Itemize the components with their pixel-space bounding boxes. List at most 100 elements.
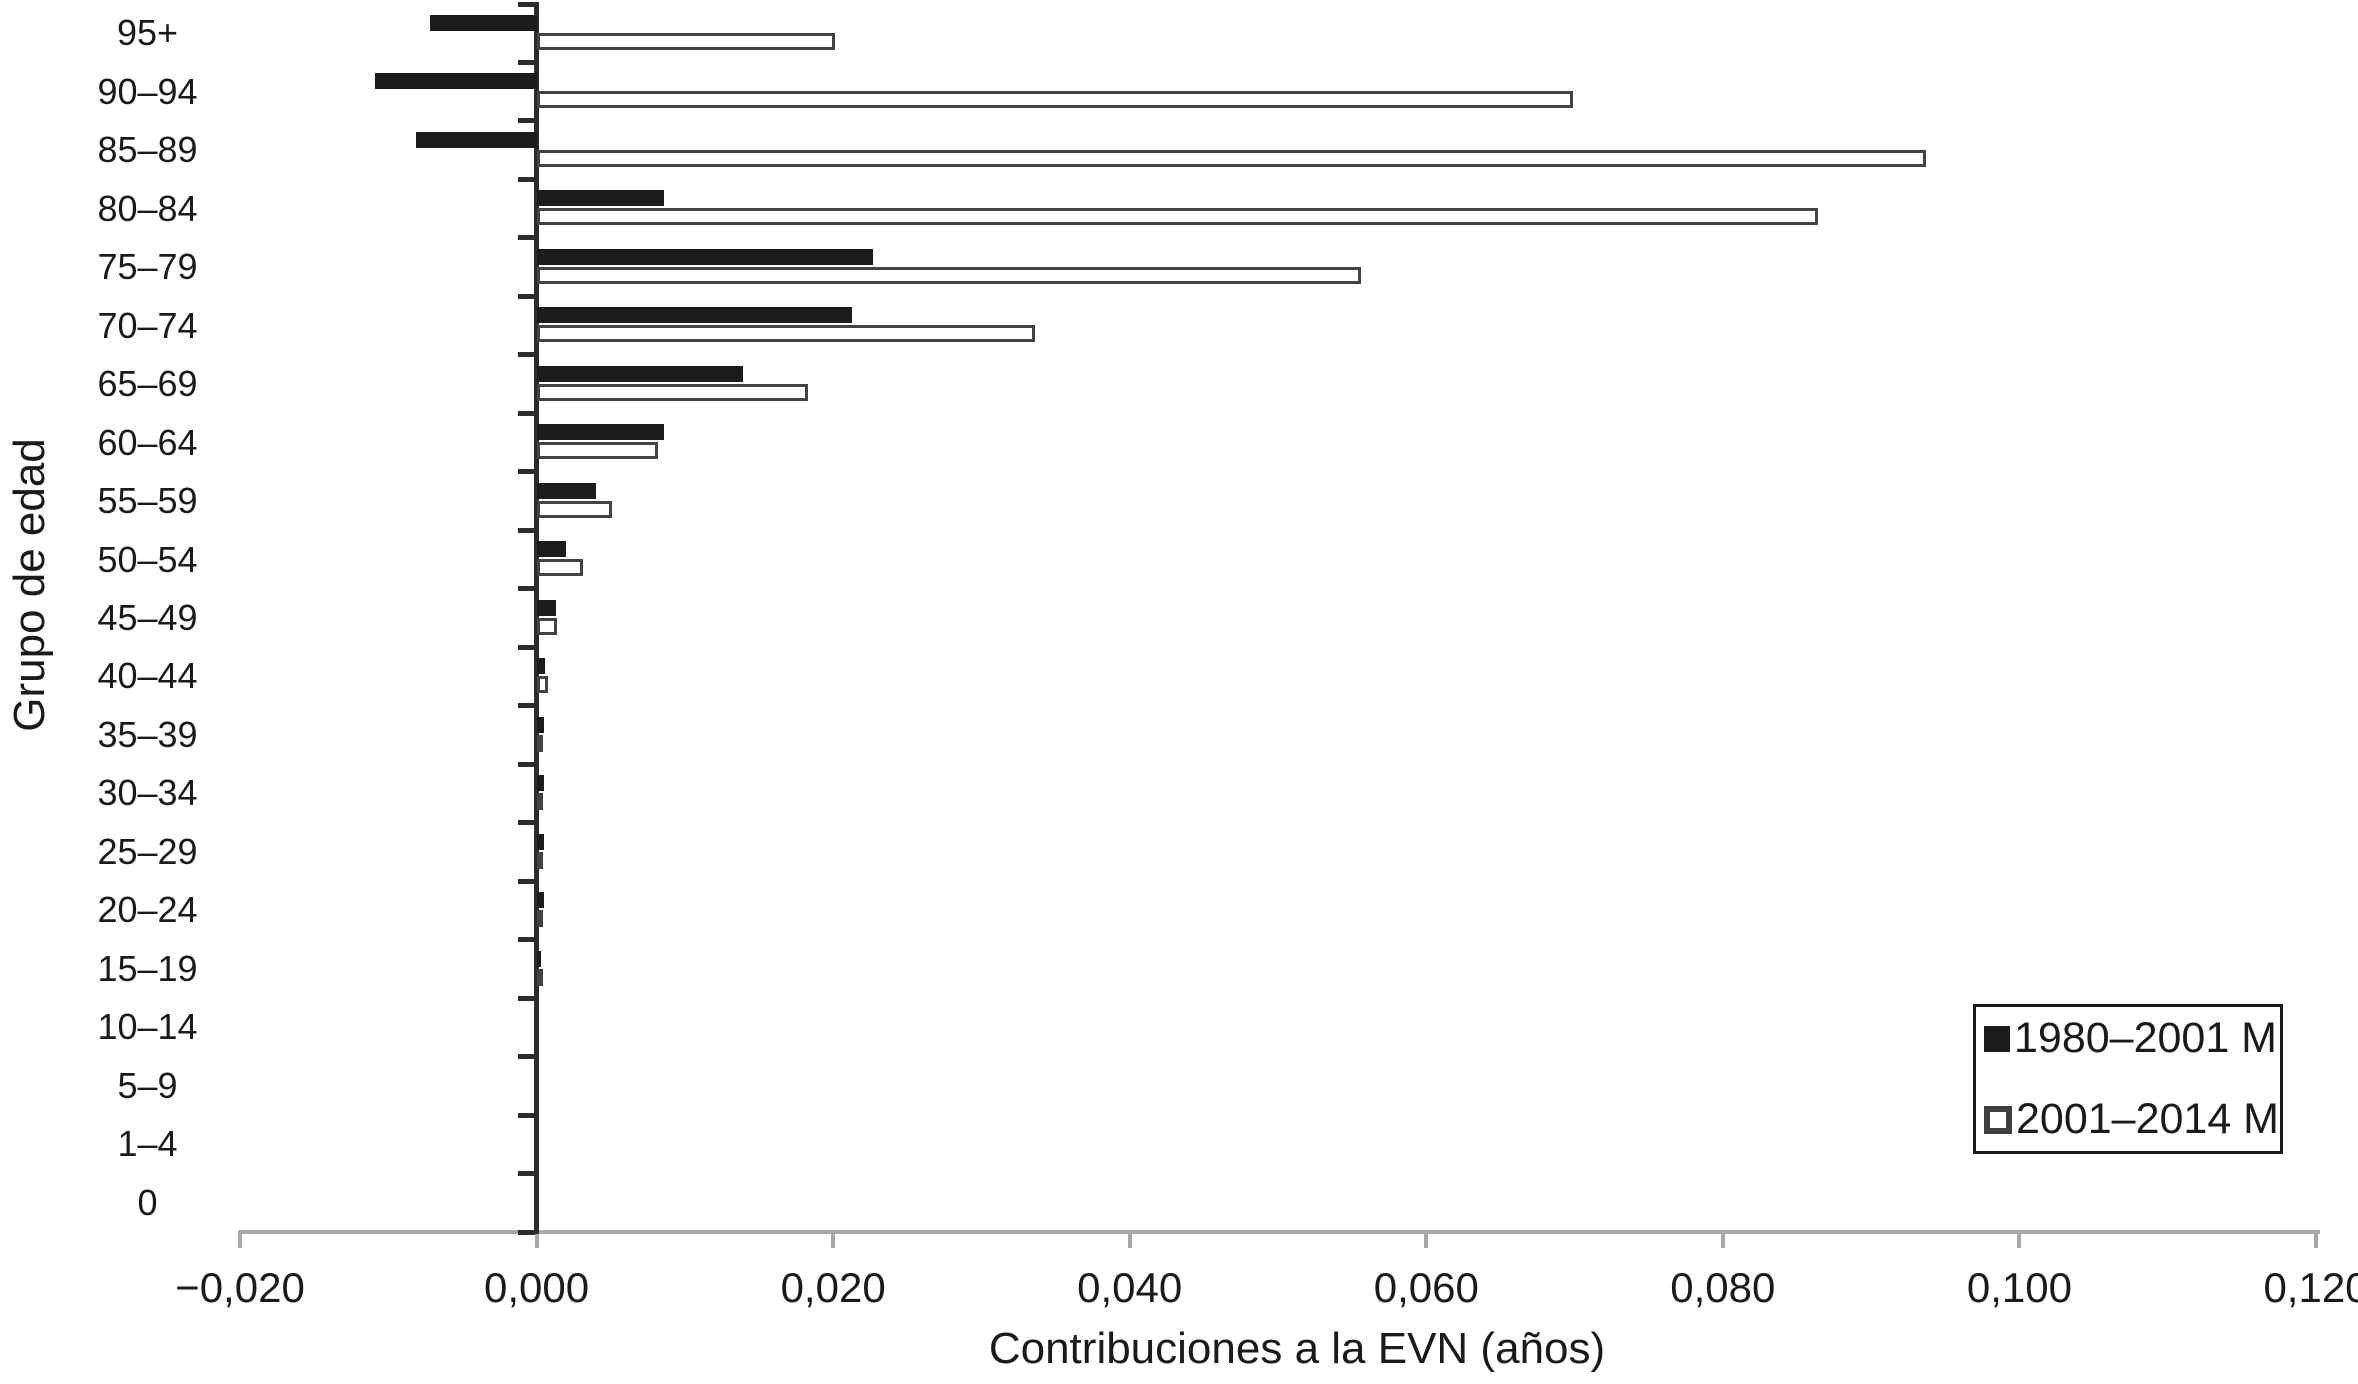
y-tick-label: 40–44 [97,655,198,697]
y-tick [517,176,535,182]
bar-1980-2001 [429,15,537,31]
y-tick [517,995,535,1001]
bar-2001-2014 [536,676,549,694]
y-tick-label: 80–84 [97,187,198,229]
bar-2001-2014 [536,793,543,811]
y-tick [517,469,535,475]
bar-1980-2001 [536,775,544,792]
y-tick-label: 50–54 [97,538,198,580]
y-tick [517,1054,535,1060]
x-tick [1127,1230,1132,1248]
bar-2001-2014 [536,442,659,460]
legend-item-2001-2014: 2001–2014 M [1984,1098,2279,1141]
y-tick-label: 10–14 [97,1006,198,1048]
legend: 1980–2001 M 2001–2014 M [1973,1004,2283,1154]
y-tick [517,644,535,650]
bar-1980-2001 [536,424,665,441]
y-tick-label: 45–49 [97,596,198,638]
y-tick-label: 20–24 [97,889,198,931]
y-tick [517,235,535,241]
y-tick [517,59,535,65]
legend-swatch-filled-square-icon [1984,1025,2010,1052]
x-tick-label: 0,080 [1670,1264,1776,1311]
y-tick-label: 65–69 [97,363,198,405]
x-tick [2314,1230,2318,1248]
bar-2001-2014 [536,734,543,752]
x-tick [1720,1230,1725,1248]
bar-2001-2014 [536,617,558,635]
y-tick-label: 60–64 [97,421,198,463]
x-tick [831,1230,836,1248]
bar-2001-2014 [536,559,583,577]
bar-1980-2001 [536,307,853,324]
y-tick [517,352,535,358]
y-tick [517,1171,535,1177]
bar-1980-2001 [536,950,541,967]
y-tick-label: 25–29 [97,830,198,872]
x-tick [534,1230,539,1248]
x-tick-label: 0,060 [1373,1264,1479,1311]
x-tick-label: 0,000 [484,1264,590,1311]
bar-2001-2014 [536,851,543,869]
y-tick-label: 85–89 [97,129,198,171]
x-tick [238,1230,242,1248]
y-tick-label: 0 [137,1181,158,1223]
bar-1980-2001 [536,658,546,675]
bar-2001-2014 [536,266,1362,284]
x-tick-label: 0,040 [1077,1264,1183,1311]
y-tick-label: 1–4 [117,1123,178,1165]
y-tick [517,1112,535,1118]
x-tick-label: −0,020 [175,1264,305,1311]
bar-1980-2001 [536,190,665,207]
y-tick [517,703,535,709]
x-tick-label: 0,120 [2263,1264,2358,1311]
bar-2001-2014 [536,149,1926,167]
bar-1980-2001 [416,131,537,148]
x-tick [2017,1230,2022,1248]
y-tick-label: 70–74 [97,304,198,346]
y-tick [517,410,535,416]
y-tick-label: 90–94 [97,70,198,112]
y-tick [517,878,535,884]
bar-2001-2014 [536,968,543,986]
bar-1980-2001 [536,365,743,382]
y-tick [517,586,535,592]
bar-2001-2014 [536,33,835,50]
legend-label-2001-2014: 2001–2014 M [2016,1095,2279,1143]
bar-1980-2001 [536,599,556,616]
legend-swatch-open-square-icon [1984,1105,2012,1134]
y-tick-label: 75–79 [97,246,198,288]
bar-2001-2014 [536,91,1574,109]
y-tick [517,937,535,943]
bar-2001-2014 [536,910,543,928]
bar-2001-2014 [536,383,808,401]
bar-1980-2001 [374,73,537,90]
y-tick-label: 5–9 [117,1064,178,1106]
y-tick-label: 15–19 [97,947,198,989]
bar-2001-2014 [536,500,613,518]
legend-label-1980-2001: 1980–2001 M [2014,1014,2277,1062]
x-tick-label: 0,100 [1966,1264,2072,1311]
y-tick [517,118,535,124]
legend-item-1980-2001: 1980–2001 M [1984,1017,2277,1060]
y-tick [517,527,535,533]
y-tick [517,1229,535,1235]
bar-1980-2001 [536,248,874,265]
y-tick-label: 35–39 [97,713,198,755]
bar-2001-2014 [536,208,1818,226]
bar-2001-2014 [536,325,1035,343]
y-tick [517,761,535,767]
bar-1980-2001 [536,892,544,909]
bar-1980-2001 [536,482,596,499]
y-tick [517,820,535,826]
bar-1980-2001 [536,833,544,850]
y-tick [517,293,535,299]
bar-1980-2001 [536,541,567,558]
y-tick-label: 95+ [116,12,179,54]
y-tick-label: 55–59 [97,480,198,522]
x-axis-line [238,1230,2320,1234]
y-tick-label: 30–34 [97,772,198,814]
x-axis-title: Contribuciones a la EVN (años) [988,1324,1606,1373]
x-tick-label: 0,020 [780,1264,886,1311]
